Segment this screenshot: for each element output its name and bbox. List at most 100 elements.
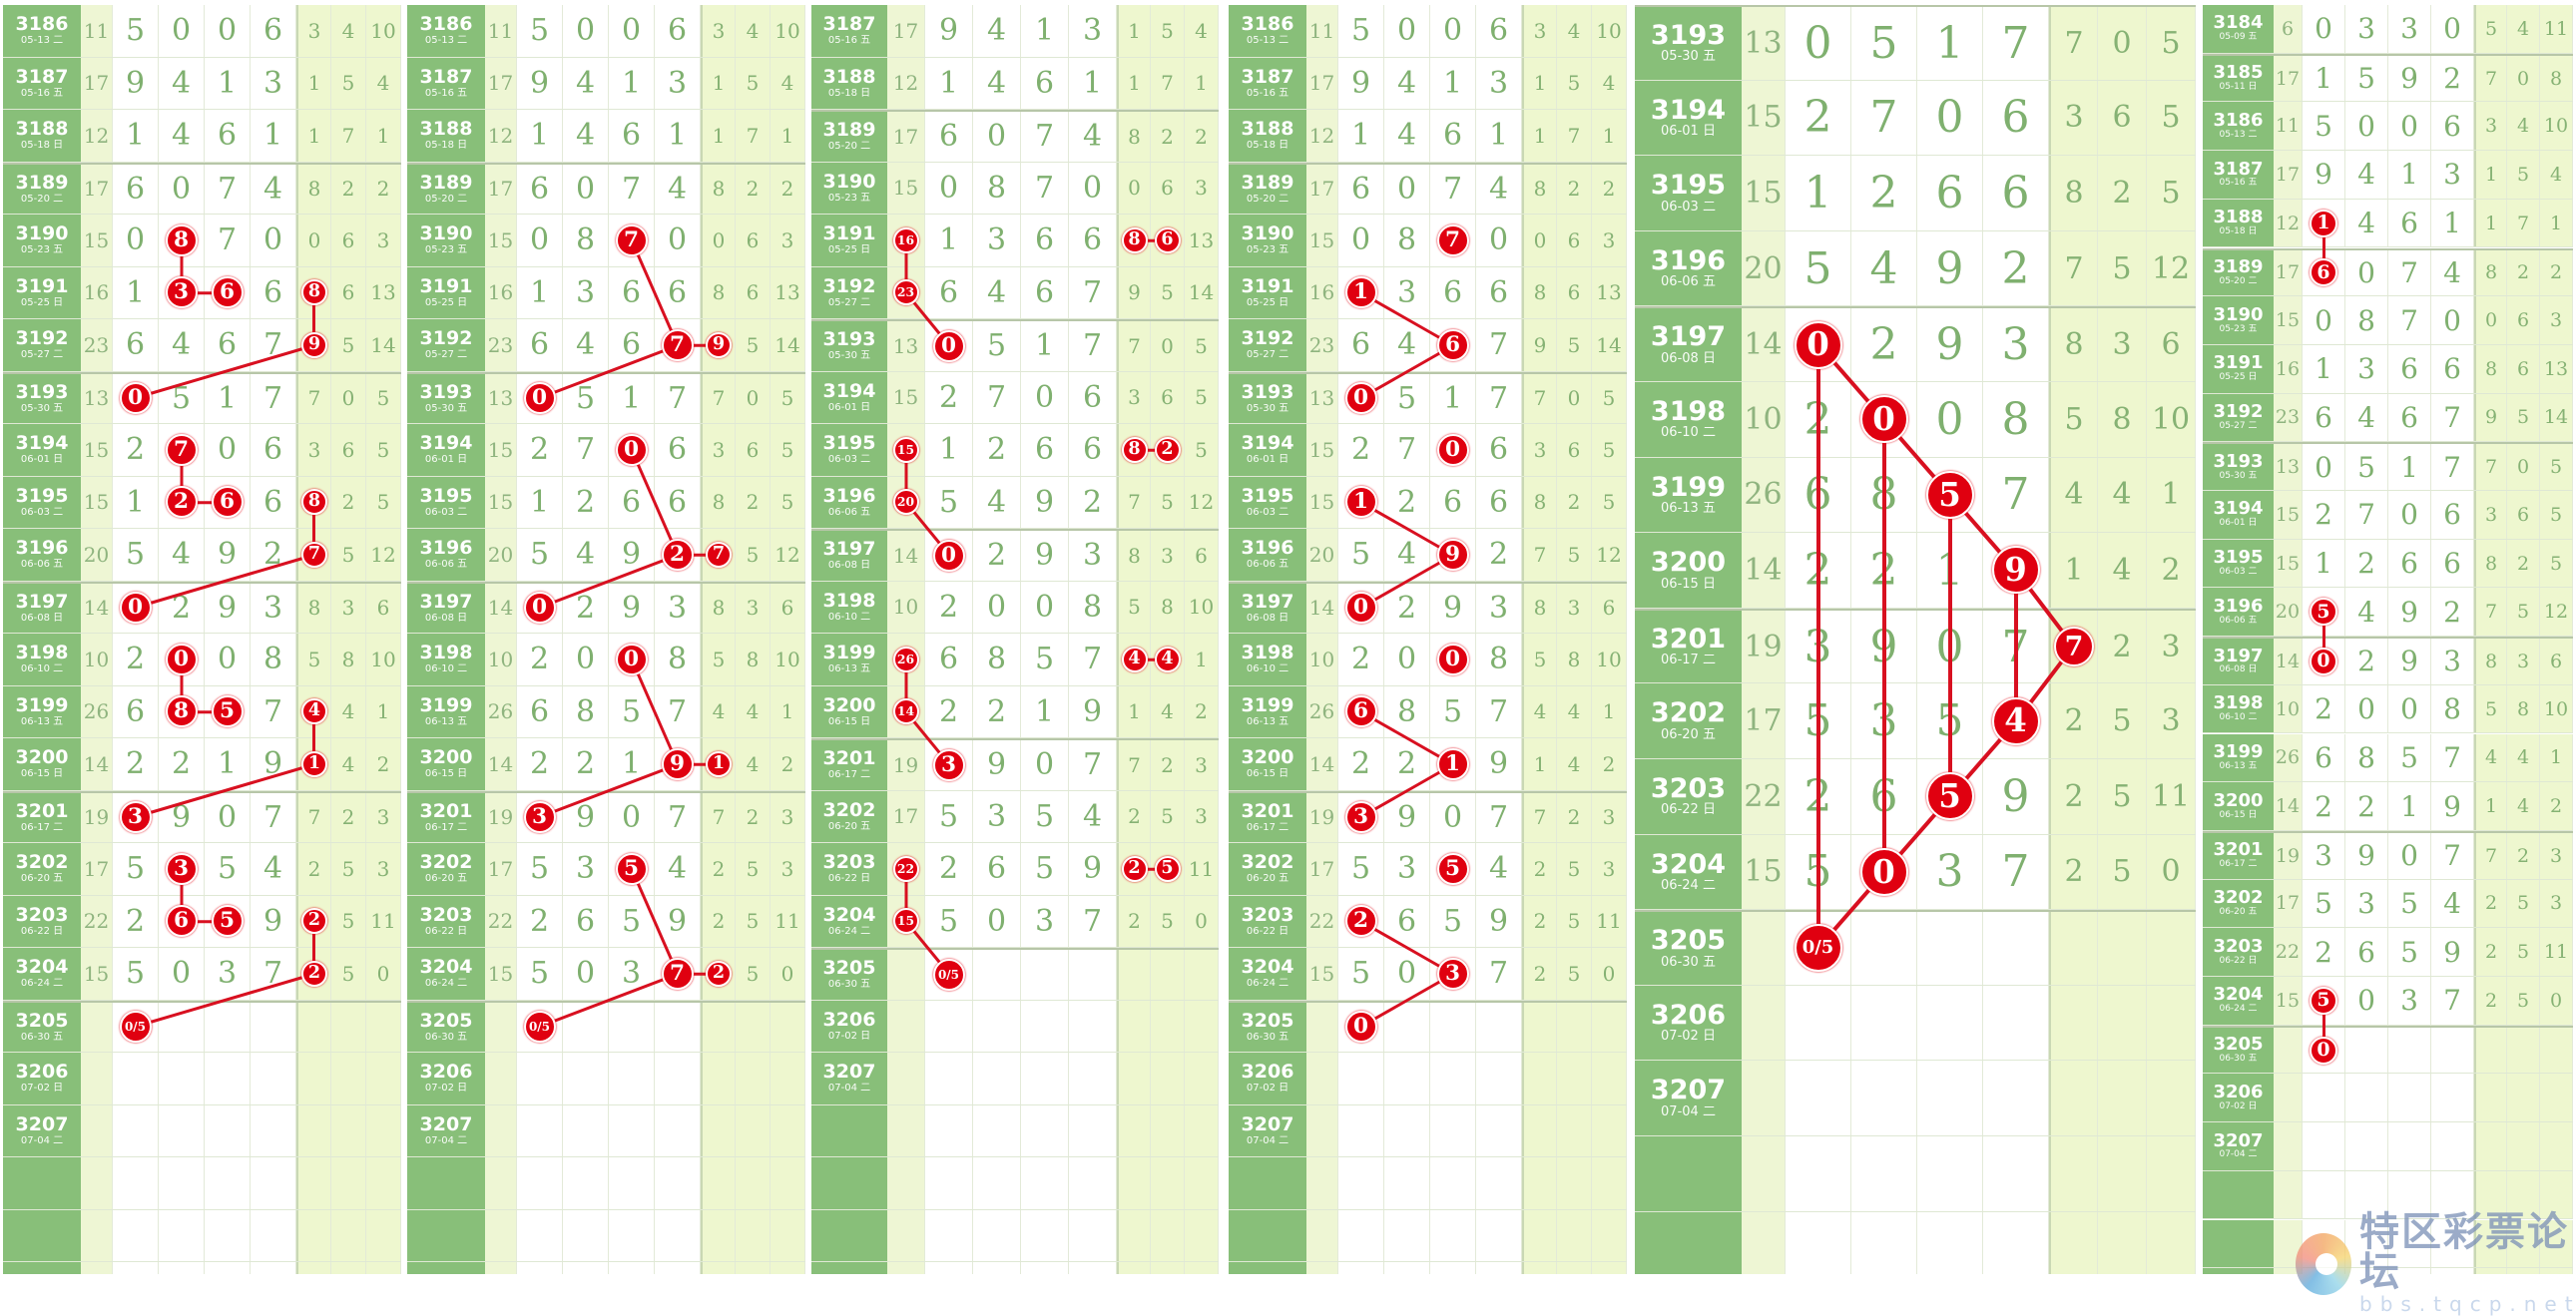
sum-value: 14 <box>2275 795 2301 818</box>
period-label: 3193 05-30 五 <box>811 321 887 371</box>
stat-cell <box>2540 1074 2573 1122</box>
digit-cell <box>1476 1262 1522 1274</box>
draw-date: 06-30 五 <box>827 979 871 991</box>
draw-row: 3189 05-20 二 17 6 0 7 4 8 2 2 <box>3 162 401 215</box>
highlight-marker: 7 <box>615 223 648 256</box>
digit-cell <box>925 1000 973 1052</box>
sum-cell: 15 <box>2274 296 2303 344</box>
stat-value: 8 <box>307 177 321 202</box>
highlight-marker: 0/5 <box>119 1011 152 1044</box>
stat-cell: 4 <box>331 5 366 57</box>
sum-value: 20 <box>487 542 514 567</box>
digit-value: 3 <box>217 956 238 992</box>
digit-cell: 3 <box>1338 792 1384 842</box>
highlight-marker: 4 <box>1121 646 1148 672</box>
sum-value: 15 <box>487 227 514 252</box>
digit-value: 5 <box>2400 935 2418 969</box>
period-label: 3192 05-27 二 <box>407 319 485 371</box>
sum-value: 15 <box>83 490 110 515</box>
draw-row: 3198 06-10 二 10 2 0 0 8 5 8 10 <box>2203 684 2573 734</box>
stat-value: 4 <box>2516 115 2530 138</box>
digit-cell: 0 <box>1917 610 1983 683</box>
stat-value: 4 <box>2516 746 2530 769</box>
sum-cell: 22 <box>485 895 517 947</box>
stat-value: 6 <box>341 227 355 252</box>
digit-cell: 4 <box>1476 843 1522 895</box>
period-number: 3197 <box>1650 321 1727 353</box>
draw-date: 06-30 五 <box>2219 1054 2258 1065</box>
digit-value: 3 <box>575 851 596 887</box>
sum-value: 17 <box>1308 856 1335 881</box>
digit-cell: 0 <box>2303 296 2345 344</box>
draw-row: 3189 05-20 二 17 6 0 7 4 8 2 2 <box>407 162 805 215</box>
period-label: 3201 06-17 二 <box>1635 610 1742 683</box>
sum-cell: 17 <box>887 790 925 842</box>
digit-value: 2 <box>262 537 283 573</box>
digit-cell: 5 <box>1917 457 1983 533</box>
sum-cell <box>81 1053 113 1104</box>
period-number: 3199 <box>419 693 473 716</box>
stat-value: 2 <box>2112 629 2132 664</box>
digit-cell: 4 <box>655 164 701 214</box>
period-label: 3199 06-13 五 <box>1635 457 1742 533</box>
digit-cell <box>1384 1262 1430 1274</box>
digit-cell: 1 <box>609 738 655 790</box>
digit-cell: 4 <box>159 57 205 109</box>
digit-cell: 8 <box>159 215 205 266</box>
stat-cell: 2 <box>1151 740 1185 790</box>
highlight-marker: 0 <box>2310 647 2337 675</box>
digit-value: 4 <box>2443 255 2461 289</box>
stat-cell <box>2507 1074 2540 1122</box>
draw-row: 3196 06-06 五 20 5 4 9 2 7 5 12 <box>811 476 1219 529</box>
draw-date: 05-16 五 <box>1246 87 1289 99</box>
stat-cell: 4 <box>1592 57 1627 109</box>
draw-date: 06-01 日 <box>827 401 871 413</box>
digit-cell <box>1069 1209 1117 1261</box>
digit-cell: 9 <box>1983 533 2049 608</box>
digit-value: 6 <box>1442 118 1463 154</box>
digit-value: 7 <box>2400 303 2418 337</box>
digit-cell: 8 <box>2431 684 2474 733</box>
highlight-marker: 3 <box>523 801 556 834</box>
stat-value: 2 <box>2549 795 2563 818</box>
stat-value: 8 <box>1128 124 1141 149</box>
stat-cell: 2 <box>1557 164 1592 214</box>
period-label: 3206 07-02 日 <box>1229 1053 1306 1104</box>
stat-cell: 3 <box>701 5 736 57</box>
sum-cell <box>81 1157 113 1209</box>
sum-value: 17 <box>2275 67 2301 90</box>
digit-cell: 3 <box>2388 5 2431 53</box>
stat-cell: 5 <box>1592 373 1627 423</box>
digit-value: 2 <box>938 589 959 625</box>
draw-date: 06-24 二 <box>20 978 64 990</box>
draw-row: 3198 06-10 二 10 2 0 0 8 5 8 10 <box>1635 382 2196 458</box>
period-number: 3194 <box>2213 498 2264 520</box>
digit-cell: 2 <box>925 581 973 633</box>
digit-cell <box>609 1157 655 1209</box>
draw-row: 3201 06-17 二 19 3 9 0 7 7 2 3 <box>1229 790 1627 843</box>
stat-cell <box>2474 1219 2507 1268</box>
digit-value: 0 <box>262 222 283 258</box>
period-number: 3193 <box>1241 380 1294 403</box>
stat-cell <box>296 1002 331 1052</box>
draw-date: 05-27 二 <box>2219 420 2258 431</box>
digit-cell: 4 <box>251 164 296 214</box>
sum-value: 23 <box>1308 332 1335 357</box>
digit-cell: 6 <box>1430 266 1476 318</box>
stat-cell <box>2507 1219 2540 1268</box>
sum-value: 20 <box>1308 542 1335 567</box>
digit-value: 6 <box>621 274 642 310</box>
draw-date: 06-06 五 <box>1246 559 1289 571</box>
digit-cell <box>1983 1211 2049 1274</box>
digit-cell: 3 <box>1476 583 1522 633</box>
highlight-marker: 3 <box>119 801 152 834</box>
period-label: 3190 05-23 五 <box>407 215 485 266</box>
digit-value: 7 <box>217 171 238 207</box>
stat-cell: 2 <box>2098 156 2147 230</box>
digit-cell: 3 <box>1917 834 1983 910</box>
digit-cell <box>2431 1027 2474 1074</box>
digit-cell: 6 <box>517 164 563 214</box>
stat-cell <box>771 1262 805 1274</box>
digit-value: 6 <box>621 327 642 363</box>
highlight-marker: 15 <box>892 436 919 463</box>
